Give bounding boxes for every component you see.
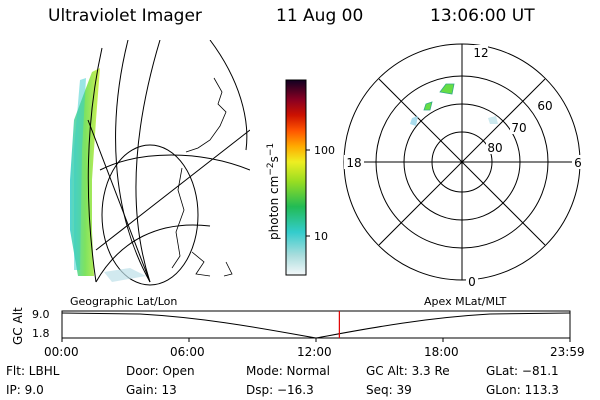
intensity-colorbar <box>285 79 307 276</box>
mlt-label-12: 12 <box>473 46 488 60</box>
status-glat: GLat: −81.1 <box>486 364 559 378</box>
status-door: Door: Open <box>126 364 195 378</box>
date-label: 11 Aug 00 <box>276 6 364 26</box>
status-gc-alt: GC Alt: 3.3 Re <box>366 364 450 378</box>
colorbar-tick-10: 10 <box>314 230 328 243</box>
status-gain: Gain: 13 <box>126 383 177 397</box>
polar-grid <box>343 43 581 281</box>
mlt-label-18: 18 <box>346 156 361 170</box>
mlt-label-0: 0 <box>468 275 476 289</box>
timeline-xtick-0600: 06:00 <box>170 345 205 359</box>
status-seq: Seq: 39 <box>366 383 412 397</box>
colorbar-unit-label: photon cm−2s−1 <box>266 143 281 240</box>
time-label: 13:06:00 UT <box>430 6 535 26</box>
lat-label-80: 80 <box>487 141 502 155</box>
status-flt: Flt: LBHL <box>6 364 60 378</box>
polar-aurora-spots <box>410 83 498 126</box>
status-glon: GLon: 113.3 <box>486 383 559 397</box>
apex-label: Apex MLat/MLT <box>424 295 507 308</box>
instrument-title: Ultraviolet Imager <box>48 6 202 26</box>
status-ip: IP: 9.0 <box>6 383 44 397</box>
timeline-ticks <box>61 338 571 342</box>
lat-label-60: 60 <box>537 99 552 113</box>
coastline-outline <box>171 77 233 277</box>
timeline-xtick-2359: 23:59 <box>550 345 585 359</box>
altitude-timeline-frame <box>61 310 571 339</box>
timeline-xtick-0000: 00:00 <box>44 345 79 359</box>
timeline-ytick-low: 1.8 <box>32 327 50 340</box>
timeline-ytick-high: 9.0 <box>32 308 50 321</box>
lat-label-70: 70 <box>511 121 526 135</box>
lat-lon-grid <box>87 40 250 286</box>
timeline-xtick-1800: 18:00 <box>424 345 459 359</box>
timeline-axis-label: GC Alt <box>11 307 25 345</box>
colorbar-tick-100: 100 <box>314 144 335 157</box>
status-mode: Mode: Normal <box>246 364 330 378</box>
geographic-label: Geographic Lat/Lon <box>70 295 178 308</box>
timeline-xtick-1200: 12:00 <box>297 345 332 359</box>
mlt-label-6: 6 <box>574 156 582 170</box>
status-dsp: Dsp: −16.3 <box>246 383 314 397</box>
